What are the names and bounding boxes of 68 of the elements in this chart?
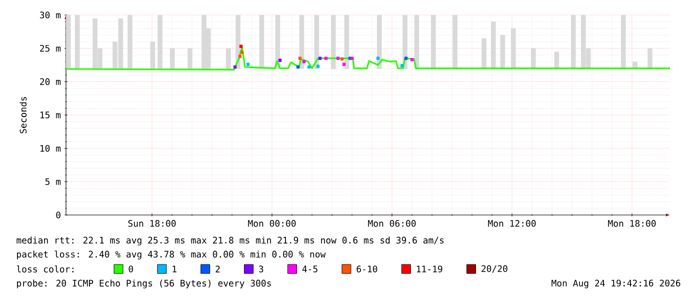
y-tick-label: 5 m [45,178,61,185]
y-tick-label: 0 [56,212,60,218]
point [324,56,328,60]
point [233,65,237,69]
point [316,64,320,68]
legend-label: 3 [259,266,264,272]
point [240,50,244,54]
bar [188,48,192,69]
y-tick-label: 25 m [40,44,61,52]
line-series [66,46,670,70]
point [278,58,282,62]
bar [259,15,264,69]
bar [158,15,162,69]
bar [202,15,206,69]
point [246,62,250,66]
point [336,56,340,60]
bar [330,15,336,69]
bar [482,38,486,69]
bar [128,15,132,69]
bar [66,15,71,69]
y-tick-label: 20 m [40,78,61,86]
legend-label: 0 [128,266,134,272]
point [400,64,404,68]
legend-label: 6-10 [356,266,378,272]
x-tick-label: Mon 18:00 [608,220,656,227]
point [298,56,302,60]
bar [490,22,496,69]
point [340,57,344,61]
y-axis-title: Seconds [20,96,27,134]
point [302,60,306,64]
text: probe: 20 ICMP Echo Pings (56 Bytes) every 300s [17,280,271,288]
point [410,58,414,62]
point [404,56,408,60]
text: Mon Aug 24 19:42:16 2026 [552,280,680,288]
text: packet loss: 2.40 % avg 43.78 % max 0.00 % min 0.00 % now [17,250,326,260]
legend-label: 1 [172,266,176,272]
legend-label: 4-5 [302,266,318,272]
bar [150,42,156,69]
y-tick-label: 10 m [40,144,61,152]
bar [226,48,231,69]
point [318,56,322,60]
y-tick-label: 15 m [40,112,61,118]
bar [510,28,516,69]
legend-title: loss color: [16,266,74,272]
point [239,44,243,48]
bar [402,15,408,69]
bar [648,48,652,69]
text: median rtt: 22.1 ms avg 25.3 ms max 21.8 ms min 21.9 ms now 0.6 ms sd 39.6 am/s [16,236,444,246]
legend-label: 11-19 [416,266,442,272]
x-tick-label: Mon 06:00 [368,220,416,227]
point [296,65,300,69]
point [376,56,380,60]
bar [620,15,626,69]
bar [452,15,458,69]
point [238,54,242,58]
point [342,62,346,66]
bar [570,15,576,69]
bar [430,15,436,69]
x-tick-label: Mon 12:00 [488,220,536,227]
point [307,65,311,69]
x-tick-label: Sun 18:00 [128,220,176,227]
bar [170,48,175,69]
x-tick-label: Mon 00:00 [248,220,296,227]
bar [500,35,506,69]
y-tick-label: 30 m [40,12,61,18]
bar [74,15,80,69]
legend-label: 20/20 [482,265,508,273]
legend-label: 2 [216,266,220,272]
